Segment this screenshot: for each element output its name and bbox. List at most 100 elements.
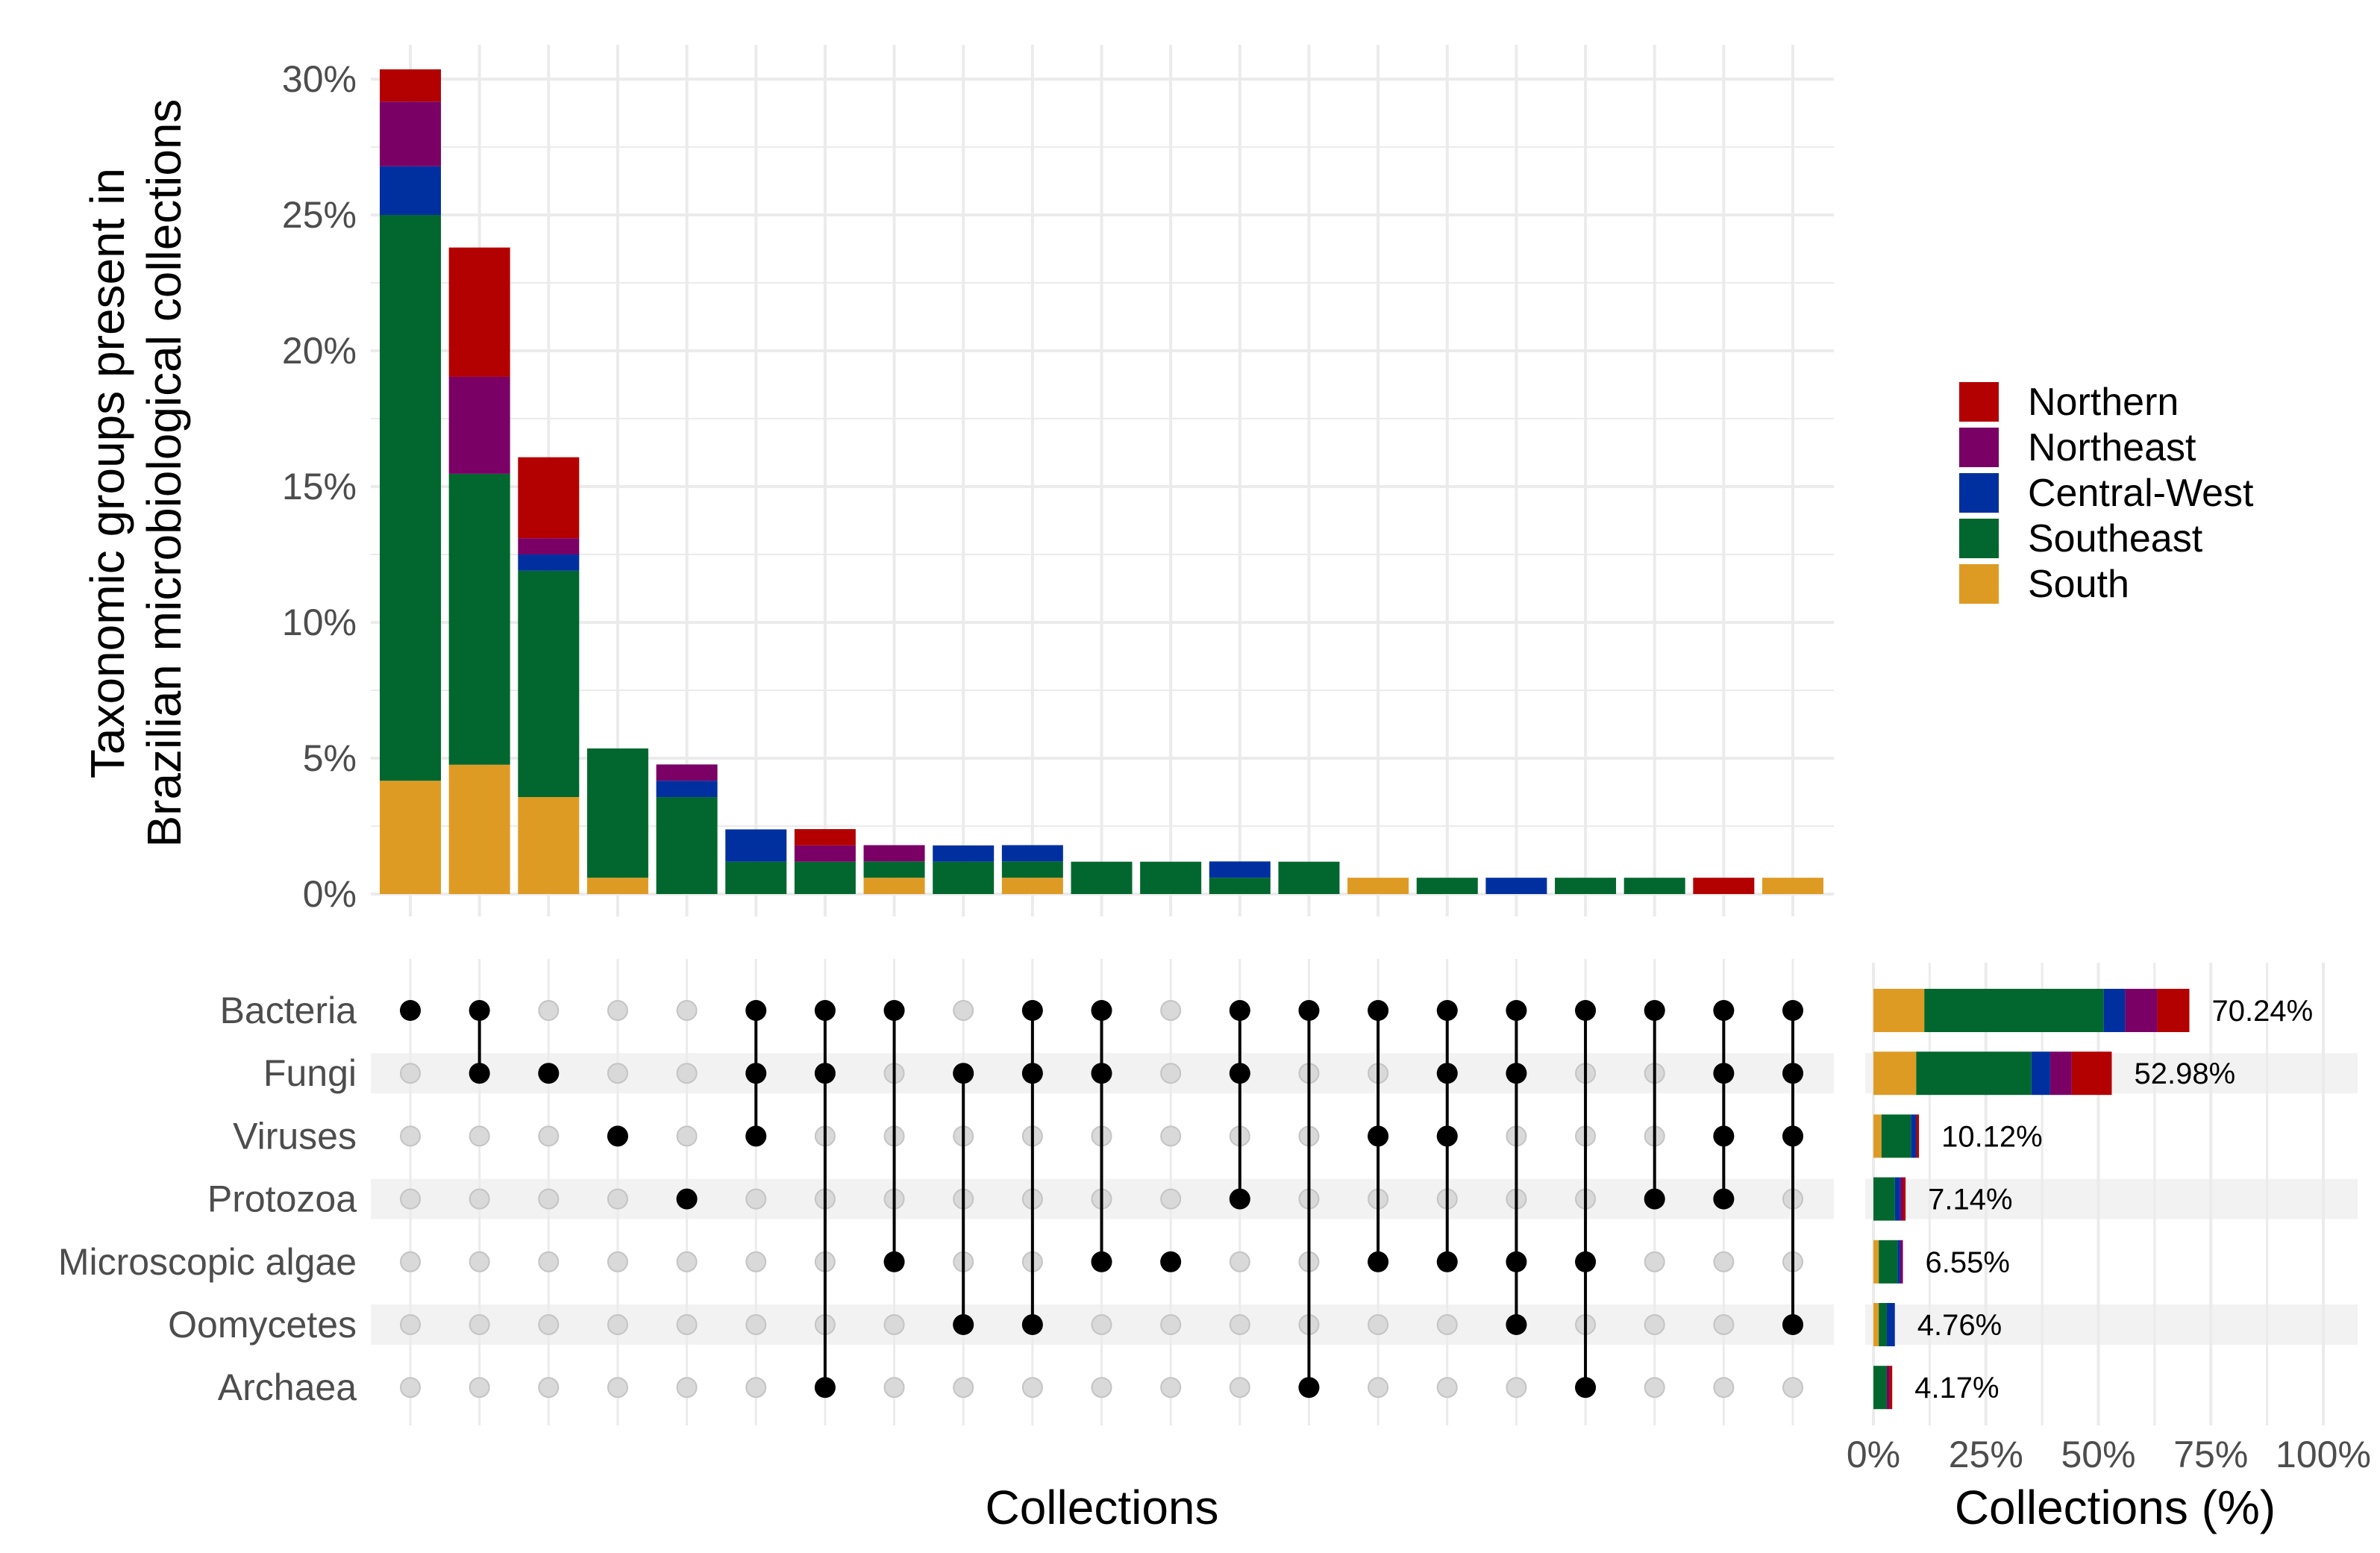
matrix-dot-empty	[538, 1377, 560, 1399]
set-size-label: 10.12%	[1941, 1120, 2043, 1153]
y-tick-label: 0%	[303, 873, 357, 915]
bar-segment-northeast	[794, 845, 856, 862]
matrix-dot-empty	[607, 1377, 628, 1399]
set-bar-segment-southeast	[1881, 1114, 1911, 1158]
set-bar-segment-northeast	[2049, 1052, 2072, 1096]
matrix-dot-filled	[1575, 1377, 1597, 1399]
bar-segment-northeast	[863, 845, 925, 862]
matrix-dot-filled	[1506, 1000, 1527, 1021]
matrix-dot-empty	[538, 1188, 560, 1210]
matrix-dot-empty	[1160, 1000, 1182, 1021]
matrix-dot-filled	[1298, 1000, 1320, 1021]
bar-segment-southeast	[1140, 861, 1202, 894]
matrix-dot-filled	[1506, 1251, 1527, 1272]
set-size-label: 52.98%	[2134, 1057, 2235, 1090]
x-axis-title: Collections	[985, 1481, 1218, 1534]
matrix-dot-empty	[1782, 1377, 1803, 1399]
matrix-dot-empty	[1091, 1377, 1112, 1399]
bar-segment-central-west	[1001, 845, 1063, 862]
matrix-dot-filled	[1021, 1314, 1043, 1335]
matrix-dot-empty	[676, 1125, 698, 1147]
matrix-dot-empty	[745, 1188, 767, 1210]
bar-segment-central-west	[725, 829, 787, 862]
matrix-dot-filled	[1782, 1314, 1803, 1335]
matrix-dot-filled	[1368, 1000, 1389, 1021]
bar-segment-southeast	[1209, 878, 1271, 894]
bar-segment-northern	[448, 247, 510, 377]
matrix-dot-filled	[1575, 1000, 1597, 1021]
set-label: Oomycetes	[168, 1304, 357, 1346]
matrix-dot-empty	[1713, 1377, 1735, 1399]
matrix-dot-empty	[953, 1000, 974, 1021]
legend-label: Southeast	[2028, 517, 2203, 560]
legend-swatch-south	[1959, 564, 1999, 604]
set-bar-segment-southeast	[1879, 1303, 1887, 1346]
y-tick-label: 10%	[282, 601, 357, 643]
matrix-dot-filled	[745, 1125, 767, 1147]
matrix-dot-empty	[1091, 1314, 1112, 1335]
bar-segment-northeast	[518, 538, 580, 554]
matrix-dot-filled	[1436, 1063, 1458, 1084]
matrix-dot-empty	[538, 1000, 560, 1021]
matrix-dot-filled	[1160, 1251, 1182, 1272]
bar-segment-central-west	[656, 781, 718, 798]
bar-segment-northern	[1693, 878, 1755, 894]
legend-swatch-northern	[1959, 382, 1999, 422]
set-bar-segment-southeast	[1924, 989, 2104, 1032]
set-bar-segment-south	[1873, 1303, 1879, 1346]
matrix-dot-empty	[1368, 1377, 1389, 1399]
set-size-row-band	[1865, 1178, 2358, 1219]
matrix-dot-empty	[1644, 1251, 1665, 1272]
bar-segment-southeast	[586, 748, 648, 878]
set-label: Microscopic algae	[58, 1241, 357, 1283]
set-bar-segment-south	[1873, 1240, 1879, 1284]
matrix-dot-empty	[400, 1314, 421, 1335]
set-label: Bacteria	[220, 990, 357, 1031]
matrix-dot-filled	[814, 1000, 836, 1021]
matrix-dot-empty	[1229, 1314, 1250, 1335]
matrix-dot-filled	[607, 1125, 628, 1147]
matrix-dot-empty	[607, 1251, 628, 1272]
matrix-dot-filled	[469, 1063, 490, 1084]
legend-label: South	[2028, 563, 2129, 606]
set-bar-segment-northern	[1889, 1366, 1893, 1410]
matrix-dot-filled	[1091, 1000, 1112, 1021]
matrix-dot-filled	[1091, 1063, 1112, 1084]
matrix-dot-empty	[1229, 1377, 1250, 1399]
matrix-dot-filled	[400, 1000, 421, 1021]
x-tick-label: 100%	[2276, 1434, 2371, 1475]
set-size-label: 6.55%	[1926, 1246, 2010, 1279]
legend-label: Northern	[2028, 381, 2179, 424]
matrix-dot-empty	[538, 1125, 560, 1147]
matrix-dot-empty	[400, 1377, 421, 1399]
bar-segment-south	[518, 797, 580, 894]
set-label: Fungi	[263, 1052, 357, 1094]
matrix-dot-filled	[1782, 1125, 1803, 1147]
matrix-dot-empty	[469, 1125, 490, 1147]
bar-segment-south	[448, 764, 510, 894]
matrix-dot-filled	[1021, 1063, 1043, 1084]
matrix-dot-empty	[400, 1188, 421, 1210]
matrix-dot-empty	[607, 1000, 628, 1021]
matrix-dot-empty	[607, 1188, 628, 1210]
matrix-dot-filled	[1298, 1377, 1320, 1399]
y-tick-label: 25%	[282, 194, 357, 236]
matrix-dot-filled	[1368, 1251, 1389, 1272]
bar-segment-south	[380, 781, 441, 894]
bar-segment-central-west	[380, 166, 441, 215]
matrix-dot-empty	[538, 1314, 560, 1335]
matrix-dot-empty	[676, 1063, 698, 1084]
matrix-dot-filled	[1229, 1000, 1250, 1021]
matrix-dot-empty	[745, 1377, 767, 1399]
bar-segment-southeast	[933, 861, 995, 894]
bar-segment-central-west	[1485, 878, 1547, 894]
set-bar-segment-central-west	[1894, 1177, 1900, 1221]
matrix-dot-empty	[469, 1377, 490, 1399]
set-bar-segment-northeast	[1900, 1240, 1903, 1284]
set-size-axis-title: Collections (%)	[1955, 1481, 2276, 1534]
set-bar-segment-northeast	[1900, 1177, 1903, 1221]
bar-segment-southeast	[794, 861, 856, 894]
matrix-dot-empty	[607, 1314, 628, 1335]
bar-segment-southeast	[1278, 861, 1340, 894]
